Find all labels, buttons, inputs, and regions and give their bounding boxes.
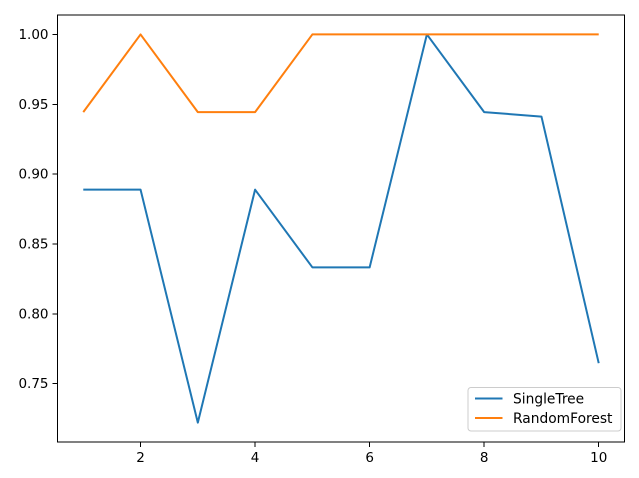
legend-label-singletree: SingleTree <box>513 391 584 407</box>
y-tick-label: 0.85 <box>18 237 48 253</box>
legend-frame <box>467 387 622 432</box>
x-tick-label: 8 <box>480 450 489 466</box>
legend: SingleTree RandomForest <box>467 387 622 432</box>
y-tick-label: 0.95 <box>18 97 48 113</box>
plot-area-border <box>57 14 625 443</box>
x-tick-label: 4 <box>251 450 260 466</box>
y-tick-label: 1.00 <box>18 27 48 43</box>
y-tick-label: 0.90 <box>18 167 48 183</box>
legend-label-randomforest: RandomForest <box>513 411 613 427</box>
x-tick-label: 6 <box>365 450 374 466</box>
series-line-singletree <box>83 33 600 424</box>
x-tick-label: 2 <box>136 450 145 466</box>
y-tick-label: 0.75 <box>18 376 48 392</box>
x-tick-label: 10 <box>590 450 607 466</box>
series-line-randomforest <box>82 33 599 114</box>
y-tick-label: 0.80 <box>18 306 48 322</box>
